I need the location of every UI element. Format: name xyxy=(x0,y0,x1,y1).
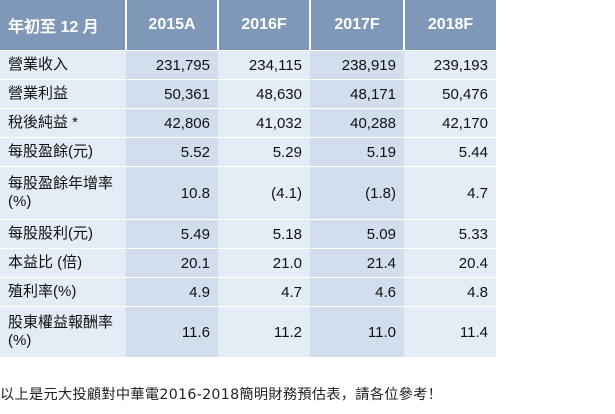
table-cell: 238,919 xyxy=(310,50,404,80)
table-cell: (1.8) xyxy=(310,166,404,220)
table-cell: 4.8 xyxy=(404,277,496,307)
row-label: 營業收入 xyxy=(0,50,126,80)
table-row: 殖利率(%) 4.9 4.7 4.6 4.8 xyxy=(0,277,496,307)
row-label: 殖利率(%) xyxy=(0,277,126,307)
table-cell: 5.18 xyxy=(218,219,310,249)
table-cell: 40,288 xyxy=(310,108,404,138)
table-cell: 48,630 xyxy=(218,79,310,109)
table-cell: 42,806 xyxy=(126,108,218,138)
table-cell: 11.0 xyxy=(310,306,404,357)
table-cell: 42,170 xyxy=(404,108,496,138)
table-cell: 11.6 xyxy=(126,306,218,357)
table-cell: 4.9 xyxy=(126,277,218,307)
table-cell: 5.49 xyxy=(126,219,218,249)
table-row: 每股盈餘年增率 (%) 10.8 (4.1) (1.8) 4.7 xyxy=(0,166,496,220)
table-cell: 5.29 xyxy=(218,137,310,167)
table-cell: 20.1 xyxy=(126,248,218,278)
header-period: 年初至 12 月 xyxy=(0,0,127,51)
header-2018f: 2018F xyxy=(404,0,496,51)
financial-forecast-table-container: 年初至 12 月 2015A 2016F 2017F 2018F 營業收入 23… xyxy=(0,0,496,357)
table-row: 營業利益 50,361 48,630 48,171 50,476 xyxy=(0,79,496,109)
table-header-row: 年初至 12 月 2015A 2016F 2017F 2018F xyxy=(0,0,496,51)
table-cell: 21.4 xyxy=(310,248,404,278)
table-cell: 21.0 xyxy=(218,248,310,278)
table-row: 每股股利(元) 5.49 5.18 5.09 5.33 xyxy=(0,219,496,249)
table-cell: 5.33 xyxy=(404,219,496,249)
row-label: 每股盈餘年增率 (%) xyxy=(0,166,126,220)
row-label: 本益比 (倍) xyxy=(0,248,126,278)
table-cell: 4.7 xyxy=(218,277,310,307)
table-cell: 48,171 xyxy=(310,79,404,109)
row-label: 稅後純益 * xyxy=(0,108,126,138)
caption-text: 以上是元大投顧對中華電2016-2018簡明財務預估表，請各位參考！ xyxy=(0,387,443,403)
table-cell: 239,193 xyxy=(404,50,496,80)
table-cell: 234,115 xyxy=(218,50,310,80)
table-cell: 50,476 xyxy=(404,79,496,109)
table-cell: 5.19 xyxy=(310,137,404,167)
table-cell: 4.7 xyxy=(404,166,496,220)
table-row: 稅後純益 * 42,806 41,032 40,288 42,170 xyxy=(0,108,496,138)
table-cell: 5.09 xyxy=(310,219,404,249)
table-cell: 4.6 xyxy=(310,277,404,307)
table-cell: 41,032 xyxy=(218,108,310,138)
financial-forecast-table: 年初至 12 月 2015A 2016F 2017F 2018F 營業收入 23… xyxy=(0,0,496,357)
table-cell: 20.4 xyxy=(404,248,496,278)
table-cell: 5.44 xyxy=(404,137,496,167)
table-cell: (4.1) xyxy=(218,166,310,220)
table-row: 股東權益報酬率 (%) 11.6 11.2 11.0 11.4 xyxy=(0,306,496,357)
header-2017f: 2017F xyxy=(310,0,405,51)
table-cell: 11.2 xyxy=(218,306,310,357)
header-2016f: 2016F xyxy=(218,0,311,51)
table-cell: 10.8 xyxy=(126,166,218,220)
row-label: 股東權益報酬率 (%) xyxy=(0,306,126,357)
table-cell: 231,795 xyxy=(126,50,218,80)
row-label: 每股股利(元) xyxy=(0,219,126,249)
row-label: 營業利益 xyxy=(0,79,126,109)
table-row: 每股盈餘(元) 5.52 5.29 5.19 5.44 xyxy=(0,137,496,167)
table-row: 營業收入 231,795 234,115 238,919 239,193 xyxy=(0,50,496,80)
header-2015a: 2015A xyxy=(126,0,219,51)
table-cell: 50,361 xyxy=(126,79,218,109)
table-cell: 5.52 xyxy=(126,137,218,167)
table-cell: 11.4 xyxy=(404,306,496,357)
table-row: 本益比 (倍) 20.1 21.0 21.4 20.4 xyxy=(0,248,496,278)
row-label: 每股盈餘(元) xyxy=(0,137,126,167)
